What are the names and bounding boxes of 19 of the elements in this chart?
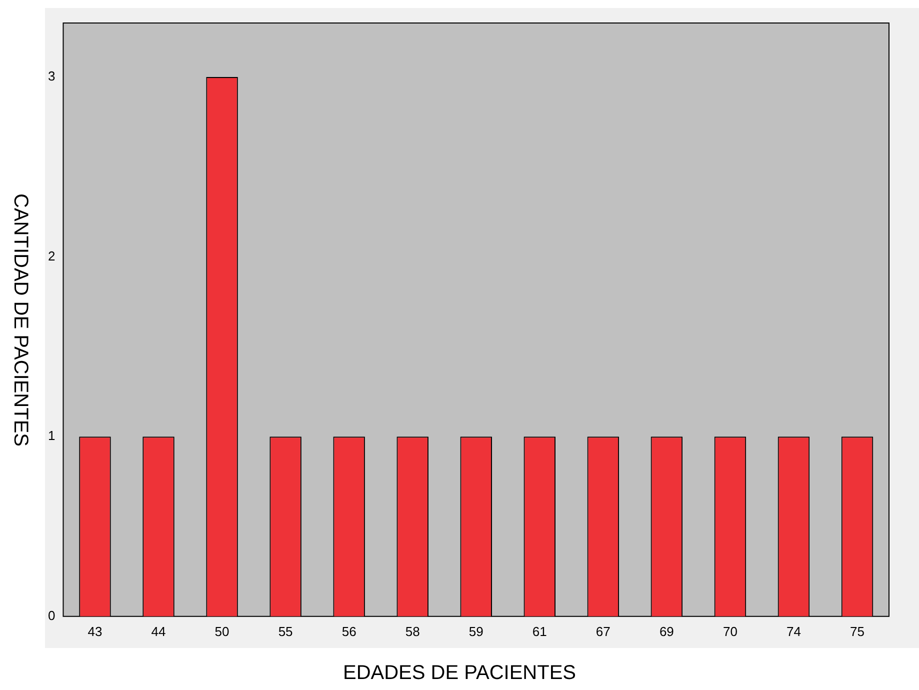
x-tick-label: 74 (786, 624, 801, 639)
x-tick-label: 50 (214, 624, 230, 639)
x-tick-label: 59 (468, 624, 484, 639)
x-tick-label: 56 (342, 624, 356, 639)
x-tick-label: 44 (151, 624, 166, 639)
x-tick-label: 43 (88, 624, 102, 639)
x-tick-label: 55 (278, 624, 293, 639)
x-tick-label: 70 (722, 624, 738, 639)
x-tick-label: 67 (596, 624, 610, 639)
x-tick-label: 69 (659, 624, 674, 639)
x-tick-label: 75 (850, 624, 864, 639)
x-tick-label: 61 (532, 624, 547, 639)
y-axis-title: CANTIDAD DE PACIENTES (8, 194, 32, 446)
y-tick-label: 1 (48, 428, 56, 444)
x-axis-title: EDADES DE PACIENTES (342, 662, 578, 685)
x-tick-label: 58 (405, 624, 420, 639)
y-tick-label: 3 (48, 68, 56, 84)
y-tick-label: 0 (48, 608, 56, 623)
y-tick-label: 2 (48, 248, 56, 264)
